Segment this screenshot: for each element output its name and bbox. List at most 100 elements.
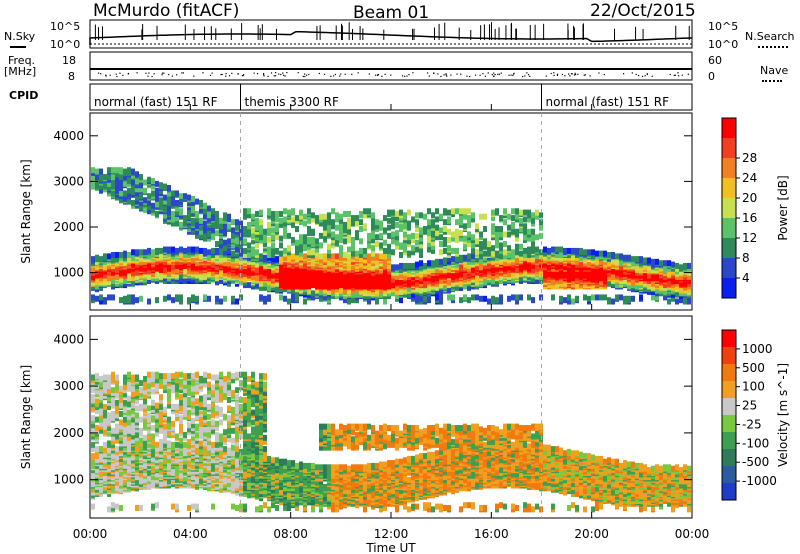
nave-dot	[340, 73, 342, 75]
power-cell	[415, 295, 419, 302]
nave-dot	[302, 75, 304, 78]
power-cell	[551, 246, 555, 253]
power-cell	[479, 295, 483, 302]
power-cell	[111, 178, 115, 185]
power-cell	[235, 235, 239, 242]
power-cell	[107, 180, 111, 187]
power-cell	[295, 295, 299, 302]
power-cell	[191, 206, 195, 213]
power-cell	[467, 220, 471, 227]
power-cell	[399, 223, 403, 230]
power-cell	[411, 236, 415, 243]
power-cell	[459, 254, 463, 261]
power-cell	[515, 208, 519, 215]
power-cell	[311, 228, 315, 235]
power-cell	[651, 294, 655, 301]
power-cell	[227, 223, 231, 230]
power-cell	[103, 174, 107, 181]
power-cell	[99, 294, 103, 301]
power-cell	[515, 228, 519, 235]
power-cell	[419, 242, 423, 249]
power-cell	[195, 246, 199, 253]
power-cell	[259, 294, 263, 301]
power-cell	[359, 226, 363, 233]
nave-dot	[148, 72, 150, 74]
power-cell	[151, 249, 155, 256]
power-cell	[463, 235, 467, 242]
nave-dot	[220, 73, 222, 76]
power-cell	[207, 295, 211, 302]
nave-dot	[646, 73, 648, 75]
power-cell	[179, 246, 183, 253]
power-cell	[631, 295, 635, 302]
power-cell	[351, 297, 355, 304]
power-cell	[519, 250, 523, 257]
power-cell	[123, 295, 127, 302]
power-cell	[171, 216, 175, 223]
power-cell	[435, 216, 439, 223]
power-cell	[515, 235, 519, 242]
power-cell	[347, 246, 351, 253]
nave-dot	[228, 75, 231, 77]
power-cell	[531, 239, 535, 246]
power-cell	[115, 182, 119, 189]
power-cell	[427, 208, 431, 215]
power-cell	[95, 283, 99, 290]
nave-dot	[553, 74, 555, 77]
power-cell	[303, 245, 307, 252]
cpid-segment-label: normal (fast) 151 RF	[94, 95, 218, 109]
power-cell	[567, 298, 571, 305]
power-cell	[143, 197, 147, 204]
power-cell	[599, 258, 603, 265]
power-cell	[163, 246, 167, 253]
power-cell	[395, 264, 399, 271]
power-cell	[247, 212, 251, 219]
power-cell	[439, 288, 443, 295]
power-cell	[539, 219, 543, 226]
power-cell	[171, 246, 175, 253]
power-cell	[143, 206, 147, 213]
nave-dot	[330, 75, 332, 77]
velocity-cell	[99, 416, 103, 423]
nave-dot	[522, 75, 524, 78]
power-cell	[131, 168, 135, 175]
power-cell	[499, 215, 503, 222]
nave-dot	[119, 72, 121, 74]
velocity-cell	[107, 440, 111, 447]
nave-dot	[256, 73, 259, 75]
power-cell	[359, 219, 363, 226]
power-cell	[475, 223, 479, 230]
power-cell	[275, 256, 279, 263]
power-cell	[163, 205, 167, 212]
power-cell	[115, 171, 119, 178]
power-cell	[415, 232, 419, 239]
nave-dot	[176, 74, 178, 76]
power-cell	[339, 213, 343, 220]
nave-dot	[556, 74, 559, 76]
power-cell	[175, 205, 179, 212]
nave-dot	[243, 74, 245, 76]
power-cell	[259, 265, 263, 272]
power-cell	[667, 260, 671, 267]
nave-dot	[571, 73, 573, 75]
nave-dot	[644, 75, 646, 77]
power-cell	[223, 245, 227, 252]
power-cell	[243, 252, 247, 259]
power-cell	[411, 262, 415, 269]
nave-dot	[545, 75, 547, 77]
power-cell	[207, 231, 211, 238]
velocity-cell	[107, 447, 111, 454]
power-cell	[395, 239, 399, 246]
nave-dot	[687, 73, 689, 75]
nave-dot	[377, 74, 379, 76]
nave-dot	[635, 73, 637, 76]
power-cell	[171, 210, 175, 217]
power-cell	[167, 190, 171, 197]
power-cell	[127, 198, 131, 205]
nave-dot	[193, 75, 195, 77]
power-cell	[603, 294, 607, 301]
power-cell	[335, 216, 339, 223]
nsky-label: N.Sky	[4, 30, 36, 43]
power-cell	[363, 247, 367, 254]
power-cell	[479, 213, 483, 220]
